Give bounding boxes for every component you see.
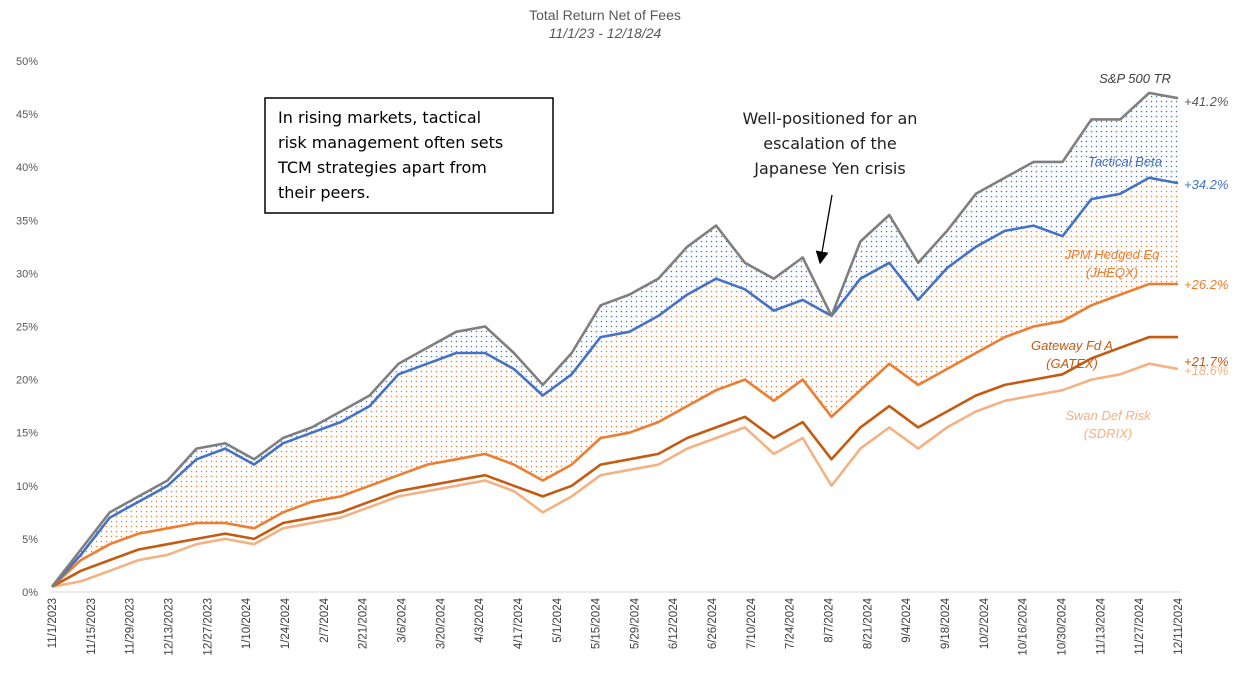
fill-tactical-beta-vs-jheqx (52, 177, 1178, 587)
x-tick-label: 3/6/2024 (396, 597, 408, 642)
x-tick-label: 3/20/2024 (435, 597, 447, 649)
callout-box-border (264, 97, 554, 214)
x-tick-label: 1/24/2024 (280, 597, 292, 649)
end-value-label: +41.2% (1184, 94, 1228, 109)
x-tick-label: 7/10/2024 (746, 597, 758, 649)
callout-line-3: TCM strategies apart from (277, 158, 487, 177)
x-tick-label: 10/2/2024 (979, 597, 991, 649)
x-tick-label: 11/13/2024 (1095, 597, 1107, 654)
callout-line-2: risk management often sets (278, 133, 503, 152)
series-line-tactical-beta (51, 176, 1179, 588)
x-tick-label: 11/29/2023 (125, 598, 137, 655)
annotation-arrow (815, 194, 833, 265)
x-tick-label: 7/24/2024 (785, 597, 797, 649)
x-tick-label: 10/16/2024 (1018, 597, 1030, 655)
series-line-sdrix (51, 362, 1179, 588)
x-tick-label: 4/17/2024 (513, 597, 525, 649)
y-tick-label: 40% (16, 162, 38, 174)
end-value-label: +18.6% (1184, 363, 1228, 378)
x-tick-label: 2/21/2024 (358, 597, 370, 649)
fill-areas (52, 92, 1178, 587)
x-tick-label: 11/27/2024 (1134, 597, 1146, 654)
x-tick-label: 6/26/2024 (707, 597, 719, 649)
x-tick-label: 12/11/2024 (1173, 597, 1185, 654)
series-labels: S&P 500 TR Tactical Beta JPM Hedged Eq (JHE… (1031, 71, 1171, 441)
y-axis: 0% 5% 10% 15% 20% 25% 30% 35% 40% 45% 50% (16, 56, 38, 599)
end-value-label: +21.7% (1184, 354, 1228, 369)
y-tick-label: 5% (22, 534, 38, 546)
x-tick-label: 1/10/2024 (241, 597, 253, 649)
series-label: (GATEX) (1046, 356, 1098, 371)
x-tick-label: 5/1/2024 (552, 597, 564, 642)
x-tick-label: 12/27/2023 (202, 598, 214, 656)
y-tick-label: 30% (16, 268, 38, 280)
x-tick-label: 2/7/2024 (319, 597, 331, 642)
series-lines (50, 91, 1179, 588)
x-tick-label: 5/29/2024 (629, 597, 641, 649)
x-tick-label: 10/30/2024 (1057, 597, 1069, 655)
series-line-gatex (51, 335, 1178, 588)
x-tick-label: 9/18/2024 (940, 597, 952, 649)
x-tick-label: 11/15/2023 (86, 598, 98, 655)
y-tick-label: 25% (16, 322, 38, 334)
y-tick-label: 45% (16, 109, 38, 121)
series-line-sp500 (50, 91, 1179, 588)
annotation-line-3: Japanese Yen crisis (753, 159, 905, 178)
x-tick-label: 8/21/2024 (862, 597, 874, 649)
annotation-line-2: escalation of the (763, 134, 897, 153)
y-tick-label: 15% (16, 428, 38, 440)
series-label: S&P 500 TR (1099, 71, 1171, 86)
end-value-label: +26.2% (1184, 277, 1228, 292)
x-tick-label: 6/12/2024 (668, 597, 680, 649)
series-label: (SDRIX) (1084, 426, 1132, 441)
x-tick-label: 5/15/2024 (591, 597, 603, 649)
y-tick-label: 50% (16, 56, 38, 68)
chart-subtitle: 11/1/23 - 12/18/24 (549, 25, 662, 41)
series-label: Gateway Fd A (1031, 338, 1113, 353)
callout-box: In rising markets, tactical risk managem… (264, 97, 554, 214)
callout-line-4: their peers. (278, 183, 370, 202)
x-tick-label: 11/1/2023 (47, 598, 59, 648)
end-value-label: +34.2% (1184, 177, 1228, 192)
callout-line-1: In rising markets, tactical (278, 108, 481, 127)
end-value-labels: +41.2% +34.2% +26.2% +21.7%+18.6% (1184, 94, 1228, 378)
series-label: Tactical Beta (1088, 154, 1162, 169)
x-tick-label: 9/4/2024 (901, 597, 913, 642)
y-tick-label: 0% (22, 587, 38, 599)
series-line-jheqx (51, 282, 1178, 588)
x-tick-label: 8/7/2024 (824, 597, 836, 642)
y-tick-label: 35% (16, 215, 38, 227)
x-axis: 11/1/2023 11/15/2023 11/29/2023 12/13/2023 1… (47, 597, 1185, 655)
chart-title: Total Return Net of Fees (529, 7, 681, 23)
series-label: (JHEQX) (1086, 265, 1138, 280)
yen-annotation: Well-positioned for an escalation of the… (743, 109, 918, 265)
series-label: Swan Def Risk (1065, 408, 1152, 423)
y-tick-label: 10% (16, 481, 38, 493)
annotation-line-1: Well-positioned for an (743, 109, 918, 128)
series-label: JPM Hedged Eq (1064, 247, 1160, 262)
y-tick-label: 20% (16, 375, 38, 387)
x-tick-label: 4/3/2024 (474, 597, 486, 642)
x-tick-label: 12/13/2023 (163, 598, 175, 656)
